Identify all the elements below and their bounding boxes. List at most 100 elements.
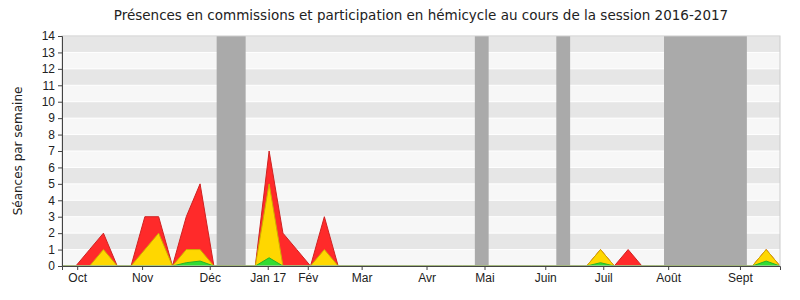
y-tick-mark xyxy=(58,167,62,168)
x-tick-mark xyxy=(427,266,428,270)
y-tick: 7 xyxy=(48,144,62,158)
x-tick-label: Nov xyxy=(132,271,153,285)
y-tick-mark xyxy=(58,250,62,251)
y-tick-label: 0 xyxy=(48,259,55,273)
y-tick: 13 xyxy=(42,46,62,60)
y-tick-label: 11 xyxy=(43,79,56,93)
x-tick-label: Mai xyxy=(475,271,494,285)
x-tick: Sept xyxy=(728,266,753,285)
y-tick-label: 13 xyxy=(42,46,56,60)
y-tick-mark xyxy=(58,102,62,103)
y-tick-mark xyxy=(58,118,62,119)
x-tick-mark xyxy=(77,266,78,270)
background xyxy=(62,36,780,266)
y-tick-label: 12 xyxy=(42,62,56,76)
y-tick-mark xyxy=(58,200,62,201)
x-tick-label: Juin xyxy=(535,271,557,285)
x-tick-label: Sept xyxy=(728,271,753,285)
x-tick-mark xyxy=(485,266,486,270)
chart-title: Présences en commissions et participatio… xyxy=(114,7,728,23)
x-tick-mark xyxy=(142,266,143,270)
x-tick: Août xyxy=(656,266,681,285)
shaded-range xyxy=(217,36,246,266)
y-tick: 12 xyxy=(42,62,62,76)
series-area xyxy=(62,258,780,266)
chart: 01234567891011121314OctNovDécJan 17FévMa… xyxy=(0,0,800,300)
y-axis: 01234567891011121314 xyxy=(42,29,63,273)
y-tick-mark xyxy=(58,217,62,218)
x-tick-mark xyxy=(603,266,604,270)
shaded-range xyxy=(556,36,570,266)
y-tick-label: 14 xyxy=(42,29,56,43)
shaded-range xyxy=(475,36,489,266)
y-tick-label: 9 xyxy=(48,111,55,125)
y-tick: 3 xyxy=(48,210,62,224)
y-tick-label: 2 xyxy=(48,226,55,240)
series-area xyxy=(62,151,780,266)
x-tick: Juin xyxy=(535,266,557,285)
x-tick-label: Juil xyxy=(595,271,613,285)
y-tick-mark xyxy=(58,266,62,267)
x-axis: Oct Nov Déc Jan 17 Fév Mar Avr Mai Juin Juil Août S… xyxy=(63,266,781,285)
x-tick-label: Avr xyxy=(418,271,436,285)
x-tick-mark xyxy=(668,266,669,270)
y-tick: 2 xyxy=(48,226,62,240)
plot-area xyxy=(62,36,780,266)
y-tick-label: 6 xyxy=(48,161,55,175)
x-tick-mark xyxy=(740,266,741,270)
x-tick: Oct xyxy=(68,266,87,285)
x-tick-mark xyxy=(268,266,269,270)
x-tick-label: Fév xyxy=(298,271,318,285)
y-axis-line xyxy=(58,37,63,267)
y-tick-label: 7 xyxy=(48,144,55,158)
series-area xyxy=(62,184,780,266)
x-tick-mark xyxy=(308,266,309,270)
x-tick-label: Déc xyxy=(200,271,221,285)
y-tick-label: 8 xyxy=(48,128,55,142)
y-tick: 8 xyxy=(48,128,62,142)
x-tick-label: Mar xyxy=(352,271,373,285)
y-tick: 1 xyxy=(48,243,62,257)
y-tick: 0 xyxy=(48,259,62,273)
x-axis-line xyxy=(63,267,781,271)
series-line xyxy=(62,184,780,266)
y-tick: 9 xyxy=(48,111,62,125)
y-tick-mark xyxy=(58,69,62,70)
x-tick: Fév xyxy=(298,266,318,285)
series-line xyxy=(62,258,780,266)
y-tick-label: 3 xyxy=(48,210,55,224)
x-tick-label: Oct xyxy=(68,271,87,285)
y-tick-mark xyxy=(58,85,62,86)
y-tick-label: 1 xyxy=(48,243,55,257)
y-tick-mark xyxy=(58,135,62,136)
y-tick-mark xyxy=(58,36,62,37)
y-tick: 14 xyxy=(42,29,62,43)
y-axis-title: Séances par semaine xyxy=(11,87,25,216)
x-tick-label: Août xyxy=(656,271,681,285)
y-tick-mark xyxy=(58,52,62,53)
y-tick: 10 xyxy=(42,95,62,109)
y-tick-label: 4 xyxy=(48,194,55,208)
x-tick-mark xyxy=(545,266,546,270)
y-tick: 4 xyxy=(48,194,62,208)
y-tick: 5 xyxy=(48,177,62,191)
plot-frame xyxy=(62,36,780,266)
x-tick-mark xyxy=(362,266,363,270)
x-tick-label: Jan 17 xyxy=(250,271,286,285)
series-line xyxy=(62,151,780,266)
x-tick: Avr xyxy=(418,266,436,285)
x-tick: Mar xyxy=(352,266,373,285)
y-tick: 11 xyxy=(43,79,62,93)
y-tick-mark xyxy=(58,184,62,185)
plot-background xyxy=(62,36,780,266)
y-tick-mark xyxy=(58,233,62,234)
x-tick-mark xyxy=(210,266,211,270)
shaded-range xyxy=(664,36,747,266)
x-tick: Juil xyxy=(595,266,613,285)
grid xyxy=(62,36,780,266)
y-tick-label: 10 xyxy=(42,95,56,109)
y-tick-label: 5 xyxy=(48,177,55,191)
x-tick: Mai xyxy=(475,266,494,285)
x-tick: Nov xyxy=(132,266,153,285)
y-tick-mark xyxy=(58,151,62,152)
